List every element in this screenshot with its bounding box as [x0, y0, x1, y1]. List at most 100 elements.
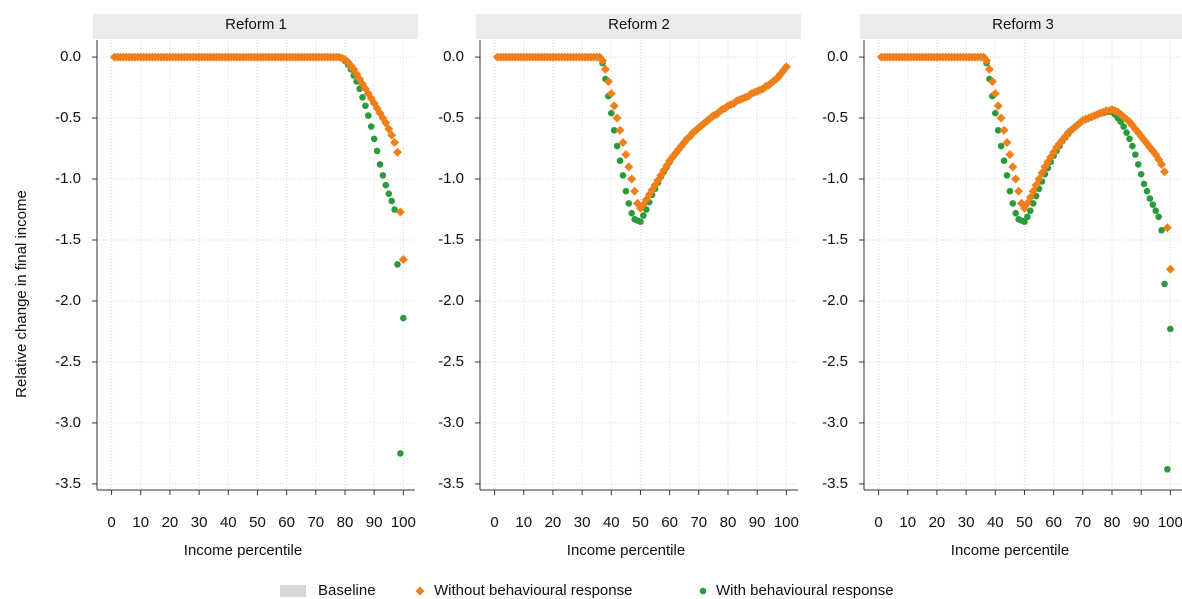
point	[612, 113, 622, 123]
x-tick-label: 90	[1133, 514, 1150, 531]
x-tick-label: 100	[774, 514, 799, 531]
point	[1022, 198, 1032, 208]
point	[1126, 135, 1133, 143]
y-tick-label: -1.0	[55, 170, 81, 187]
y-tick-label: -1.5	[55, 231, 81, 248]
point	[1003, 172, 1011, 179]
point	[362, 102, 369, 110]
x-tick-label: 60	[661, 514, 678, 531]
point	[1155, 213, 1162, 221]
x-tick-label: 50	[249, 514, 266, 531]
x-tick-label: 0	[107, 514, 115, 531]
point	[1034, 174, 1044, 184]
point	[390, 137, 400, 147]
y-tick-label: -3.5	[438, 475, 464, 492]
point	[1164, 465, 1171, 473]
x-tick-label: 90	[749, 514, 766, 531]
point	[384, 124, 394, 134]
point	[1029, 200, 1037, 207]
point	[1021, 218, 1028, 226]
x-tick-label: 40	[987, 514, 1004, 531]
point	[637, 218, 644, 226]
point	[365, 112, 372, 119]
x-tick-label: 70	[1074, 514, 1091, 531]
x-tick-label: 100	[1158, 514, 1182, 531]
point	[621, 150, 631, 160]
legend-marker	[699, 587, 707, 595]
point	[397, 450, 404, 457]
point	[1157, 159, 1167, 169]
point	[609, 101, 619, 111]
point	[613, 142, 621, 150]
point	[991, 109, 999, 117]
x-tick-label: 50	[1016, 514, 1033, 531]
y-tick-label: 0.0	[443, 48, 464, 65]
x-tick-label: 10	[132, 514, 149, 531]
x-tick-label: 50	[632, 514, 649, 531]
point	[1167, 325, 1174, 333]
point	[1127, 120, 1137, 130]
panel-header	[860, 14, 1182, 39]
y-tick-label: -2.0	[822, 292, 848, 309]
point	[391, 206, 398, 213]
point	[1152, 207, 1160, 215]
point	[1026, 207, 1034, 215]
point	[1025, 192, 1035, 202]
point	[610, 126, 618, 134]
point	[781, 62, 791, 72]
point	[395, 207, 405, 217]
point	[1012, 209, 1020, 217]
point	[606, 89, 616, 99]
point	[387, 130, 397, 140]
y-tick-label: -3.0	[55, 414, 81, 431]
y-tick-label: -3.0	[438, 414, 464, 431]
point	[1005, 150, 1015, 160]
x-tick-label: 10	[899, 514, 916, 531]
point	[994, 126, 1002, 134]
y-tick-label: -1.0	[438, 170, 464, 187]
point	[999, 125, 1009, 135]
point	[1000, 157, 1008, 165]
y-tick-label: -2.5	[55, 353, 81, 370]
x-axis-title: Income percentile	[184, 542, 302, 559]
point	[1137, 170, 1145, 178]
x-tick-label: 20	[162, 514, 179, 531]
y-tick-label: -2.0	[438, 292, 464, 309]
point	[1149, 201, 1157, 208]
y-tick-label: -3.5	[822, 475, 848, 492]
point	[1158, 226, 1165, 234]
x-tick-label: 80	[720, 514, 737, 531]
x-tick-label: 20	[545, 514, 562, 531]
point	[640, 212, 647, 219]
x-tick-label: 30	[191, 514, 208, 531]
point	[1006, 187, 1014, 195]
point	[1011, 174, 1021, 184]
x-tick-label: 40	[603, 514, 620, 531]
point	[1014, 186, 1024, 196]
point	[1129, 142, 1136, 150]
x-tick-label: 10	[515, 514, 532, 531]
x-tick-label: 80	[337, 514, 354, 531]
legend-swatch	[280, 585, 306, 597]
point	[618, 137, 628, 147]
point	[376, 161, 384, 168]
point	[1143, 187, 1151, 195]
panel-header	[93, 14, 418, 39]
y-tick-label: 0.0	[60, 48, 81, 65]
x-tick-label: 90	[366, 514, 383, 531]
point	[1037, 168, 1047, 178]
point	[370, 135, 378, 143]
point	[1008, 162, 1018, 172]
x-tick-label: 60	[1045, 514, 1062, 531]
point	[990, 89, 1000, 99]
y-tick-label: 0.0	[827, 48, 848, 65]
x-tick-label: 70	[307, 514, 324, 531]
legend-label: Without behavioural response	[434, 582, 632, 599]
point	[1161, 280, 1168, 288]
point	[381, 118, 391, 128]
y-tick-label: -0.5	[822, 109, 848, 126]
y-tick-label: -2.5	[822, 353, 848, 370]
point	[627, 174, 637, 184]
point	[993, 101, 1003, 111]
